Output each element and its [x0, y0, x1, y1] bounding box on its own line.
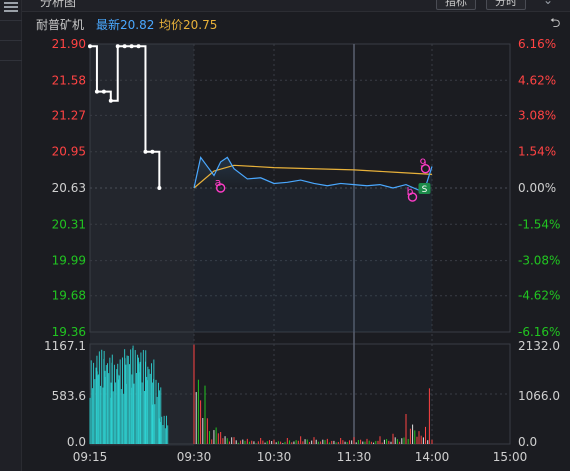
percent-tick-label: -1.54% [518, 217, 560, 231]
volume-bars [89, 344, 433, 444]
volume-axis: 1167.1 583.6 0.0 2132.0 1066.0 0.0 [44, 339, 560, 449]
indicator-button[interactable]: 指标 [436, 0, 476, 10]
price-tick-label: 19.36 [52, 325, 86, 339]
price-axis: 21.90 21.58 21.27 20.95 20.63 20.31 19.99 19.68… [52, 37, 86, 339]
signal-badge [418, 183, 431, 194]
auction-price-point [115, 44, 120, 49]
price-tick-label: 19.99 [52, 254, 86, 268]
auction-price-point [136, 44, 141, 49]
auction-price-point [108, 98, 113, 103]
annotation-marker [420, 164, 431, 174]
auction-price-point [101, 89, 106, 94]
price-tick-label: 21.27 [52, 108, 86, 122]
percent-tick-label: -6.16% [518, 325, 560, 339]
percent-tick-label: 6.16% [518, 37, 556, 51]
window-title: 分析图 [40, 0, 77, 9]
time-tick-label: 09:30 [177, 450, 212, 464]
price-tick-label: 21.90 [52, 37, 86, 51]
auction-price-point [150, 149, 155, 154]
window-title-bar: 分析图 指标 分时 ⌄ [22, 0, 570, 12]
volume-right-tick-label: 0.0 [518, 435, 537, 449]
annotation-label: b [407, 185, 414, 198]
auction-price-point [122, 44, 127, 49]
percent-tick-label: 0.00% [518, 181, 556, 195]
annotation-label: a [215, 176, 222, 189]
latest-price-line [193, 155, 433, 191]
percent-tick-label: 3.08% [518, 108, 556, 122]
signal-badge-label: S [422, 185, 428, 195]
undo-icon[interactable]: ⮌ [550, 16, 561, 31]
hamburger-icon[interactable] [4, 2, 18, 4]
time-tick-label: 15:00 [493, 450, 528, 464]
period-button[interactable]: 分时 [486, 0, 526, 10]
price-tick-label: 21.58 [52, 73, 86, 87]
auction-price-point [157, 186, 162, 190]
auction-price-line [90, 45, 161, 188]
time-tick-label: 10:30 [257, 450, 292, 464]
annotation-marker [407, 192, 418, 202]
volume-right-tick-label: 1066.0 [518, 389, 560, 403]
below-close-fill [194, 188, 432, 332]
time-tick-label: 14:00 [415, 450, 450, 464]
percent-tick-label: 1.54% [518, 145, 556, 159]
annotation-label: 9 [420, 157, 427, 170]
percent-tick-label: -3.08% [518, 254, 560, 268]
auction-price-point [143, 149, 148, 154]
auction-price-point [94, 89, 99, 94]
time-tick-label: 11:30 [337, 450, 372, 464]
annotation-marker [215, 183, 226, 193]
volume-tick-label: 1167.1 [44, 339, 86, 353]
info-bar: 耐普矿机 最新20.82 均价20.75 ⮌ [22, 12, 570, 34]
percent-axis: 6.16% 4.62% 3.08% 1.54% 0.00% -1.54% -3.08% -4.… [518, 37, 560, 339]
auction-price-point [129, 44, 134, 49]
price-area-fill [194, 157, 432, 191]
annotations: a b 9 S [215, 157, 431, 202]
average-price: 均价20.75 [159, 18, 218, 32]
price-lines [88, 44, 433, 332]
time-axis: 09:15 09:30 10:30 11:30 14:00 15:00 [73, 450, 528, 464]
volume-tick-label: 0.0 [67, 435, 86, 449]
price-tick-label: 20.31 [52, 217, 86, 231]
percent-tick-label: -4.62% [518, 289, 560, 303]
volume-right-tick-label: 2132.0 [518, 339, 560, 353]
left-toolbar [0, 0, 22, 471]
price-tick-label: 20.95 [52, 145, 86, 159]
latest-price: 最新20.82 [96, 18, 155, 32]
auction-price-point [88, 44, 92, 49]
percent-tick-label: 4.62% [518, 73, 556, 87]
price-tick-label: 19.68 [52, 289, 86, 303]
stock-name: 耐普矿机 [36, 18, 85, 32]
volume-tick-label: 583.6 [52, 389, 86, 403]
chevron-down-icon[interactable]: ⌄ [543, 0, 554, 7]
intraday-chart[interactable]: 21.90 21.58 21.27 20.95 20.63 20.31 19.99 19.68… [22, 34, 570, 471]
price-tick-label: 20.63 [52, 181, 86, 195]
time-tick-label: 09:15 [73, 450, 108, 464]
